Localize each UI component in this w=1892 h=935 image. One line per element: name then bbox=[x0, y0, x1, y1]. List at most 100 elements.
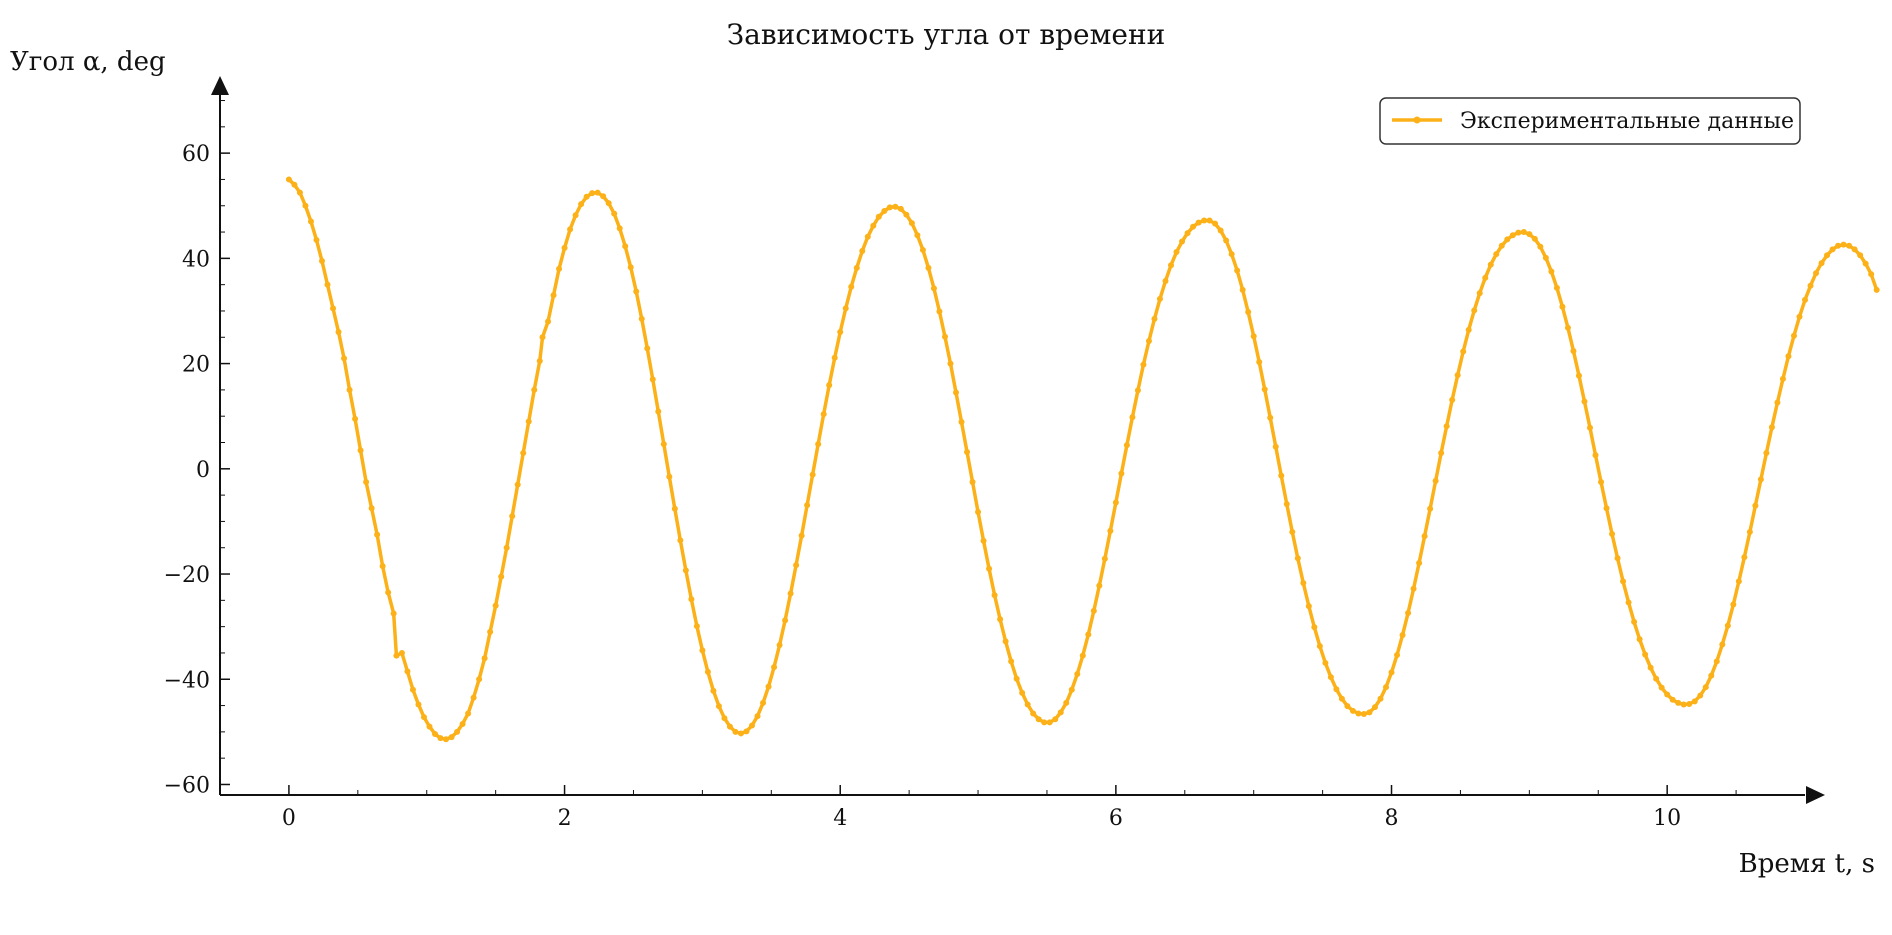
data-point bbox=[1708, 672, 1715, 679]
data-point bbox=[561, 244, 568, 251]
data-point bbox=[1857, 252, 1864, 259]
data-point bbox=[1013, 675, 1020, 682]
data-point bbox=[352, 415, 359, 422]
data-point bbox=[1774, 399, 1781, 406]
data-point bbox=[1702, 684, 1709, 691]
data-point bbox=[1482, 274, 1489, 281]
data-point bbox=[1074, 670, 1081, 677]
data-point bbox=[1134, 387, 1141, 394]
data-point bbox=[1526, 231, 1533, 238]
data-point bbox=[903, 211, 910, 218]
data-point bbox=[1449, 396, 1456, 403]
data-point bbox=[398, 649, 405, 656]
data-point bbox=[578, 201, 585, 208]
data-point bbox=[1741, 554, 1748, 561]
data-point bbox=[958, 418, 965, 425]
data-point bbox=[616, 225, 623, 232]
x-axis-label: Время t, s bbox=[1739, 849, 1875, 879]
data-point bbox=[1504, 236, 1511, 243]
data-point bbox=[1239, 286, 1246, 293]
data-point bbox=[1151, 315, 1158, 322]
data-point bbox=[1079, 652, 1086, 659]
data-point bbox=[1564, 324, 1571, 331]
data-point bbox=[743, 728, 750, 735]
data-point bbox=[514, 481, 521, 488]
data-point bbox=[1730, 601, 1737, 608]
data-point bbox=[1498, 242, 1505, 249]
data-point bbox=[1427, 505, 1434, 512]
data-point bbox=[1586, 424, 1593, 431]
data-point bbox=[379, 563, 386, 570]
data-point bbox=[980, 537, 987, 544]
data-point bbox=[1107, 527, 1114, 534]
data-point bbox=[1228, 251, 1235, 258]
data-point bbox=[1813, 270, 1820, 277]
data-point bbox=[952, 389, 959, 396]
data-point bbox=[677, 537, 684, 544]
data-point bbox=[881, 208, 888, 215]
y-tick-label: 40 bbox=[182, 247, 210, 272]
data-point bbox=[1366, 709, 1373, 716]
data-point bbox=[459, 720, 466, 727]
data-point bbox=[1195, 219, 1202, 226]
data-point bbox=[1675, 699, 1682, 706]
data-point bbox=[313, 236, 320, 243]
x-tick-label: 2 bbox=[558, 806, 572, 831]
data-point bbox=[1063, 699, 1070, 706]
data-point bbox=[1156, 295, 1163, 302]
data-point bbox=[649, 376, 656, 383]
data-point bbox=[330, 305, 337, 312]
data-point bbox=[1598, 478, 1605, 485]
data-point bbox=[1002, 638, 1009, 645]
data-point bbox=[732, 728, 739, 735]
data-point bbox=[307, 218, 314, 225]
data-point bbox=[853, 264, 860, 271]
data-point bbox=[302, 202, 309, 209]
data-point bbox=[1636, 636, 1643, 643]
data-point bbox=[975, 508, 982, 515]
data-point bbox=[454, 728, 461, 735]
data-point bbox=[1686, 700, 1693, 707]
data-point bbox=[296, 189, 303, 196]
data-point bbox=[1234, 267, 1241, 274]
data-point bbox=[1802, 296, 1808, 303]
data-point bbox=[556, 265, 563, 272]
legend-box bbox=[1379, 97, 1801, 145]
data-point bbox=[1537, 243, 1544, 250]
data-point bbox=[583, 193, 590, 200]
data-point bbox=[671, 505, 678, 512]
data-point bbox=[487, 628, 494, 635]
data-point bbox=[1322, 659, 1329, 666]
data-point bbox=[1421, 533, 1428, 540]
data-point bbox=[1785, 353, 1792, 360]
data-point bbox=[335, 329, 342, 336]
x-tick-label: 0 bbox=[282, 806, 296, 831]
data-point bbox=[1173, 249, 1180, 256]
y-tick-label: −20 bbox=[164, 563, 210, 588]
data-point bbox=[509, 513, 516, 520]
data-point bbox=[1190, 223, 1197, 230]
data-point bbox=[1383, 684, 1390, 691]
data-point bbox=[1438, 450, 1445, 457]
data-point bbox=[1024, 701, 1031, 708]
data-point bbox=[1432, 477, 1439, 484]
y-tick-label: 0 bbox=[196, 458, 210, 483]
data-point bbox=[572, 212, 579, 219]
data-point bbox=[1371, 704, 1378, 711]
data-point bbox=[1008, 658, 1015, 665]
data-point bbox=[1311, 624, 1318, 631]
data-point bbox=[897, 205, 904, 212]
data-point bbox=[688, 596, 695, 603]
data-point bbox=[1581, 398, 1588, 405]
data-point bbox=[754, 713, 761, 720]
data-point bbox=[503, 544, 510, 551]
data-point bbox=[997, 616, 1004, 623]
data-point bbox=[1327, 674, 1334, 681]
data-point bbox=[363, 478, 370, 485]
data-point bbox=[393, 652, 400, 659]
data-point bbox=[627, 264, 634, 271]
data-point bbox=[1305, 603, 1312, 610]
data-point bbox=[1609, 531, 1616, 538]
data-point bbox=[809, 471, 816, 478]
